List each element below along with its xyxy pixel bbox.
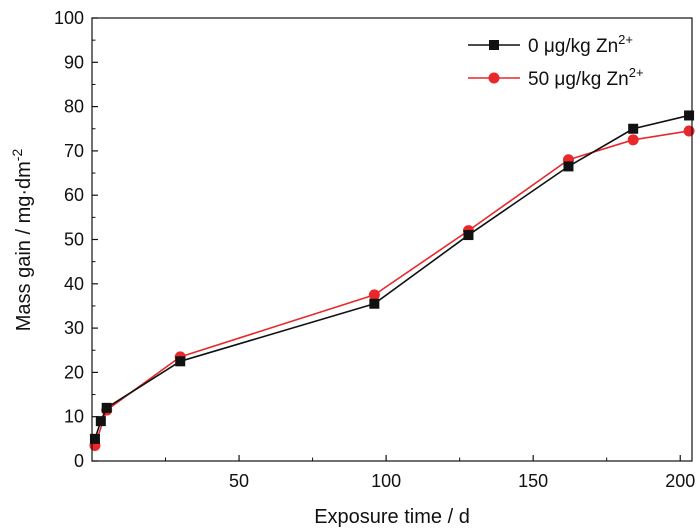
series-2: [89, 125, 695, 451]
y-tick-label: 80: [64, 97, 84, 117]
data-point: [463, 230, 474, 241]
data-point: [101, 402, 112, 413]
legend: 0 μg/kg Zn2+ 50 μg/kg Zn2+: [468, 32, 644, 90]
y-tick-label: 30: [64, 318, 84, 338]
x-axis-title: Exposure time / d: [314, 506, 470, 528]
y-tick-label: 0: [74, 451, 84, 471]
x-tick-label: 50: [229, 471, 249, 491]
y-tick-label: 90: [64, 52, 84, 72]
series-layer: [89, 110, 695, 451]
data-point: [627, 134, 639, 146]
y-tick-label: 10: [64, 407, 84, 427]
data-point: [175, 356, 186, 367]
plot-frame: [91, 17, 693, 462]
legend-entry-series-1: 0 μg/kg Zn2+: [468, 32, 633, 57]
data-point: [369, 298, 380, 309]
data-point: [563, 161, 574, 172]
y-tick-label: 50: [64, 230, 84, 250]
y-tick-label: 100: [54, 8, 84, 28]
x-tick-label: 100: [371, 471, 401, 491]
series-line-1: [94, 114, 690, 440]
y-tick-label: 20: [64, 362, 84, 382]
legend-label-series-2: 50 μg/kg Zn2+: [528, 65, 644, 90]
legend-marker-series-2: [488, 72, 500, 84]
x-tick-label: 200: [665, 471, 695, 491]
y-tick-label: 70: [64, 141, 84, 161]
legend-entry-series-2: 50 μg/kg Zn2+: [468, 65, 644, 90]
series-line-2: [94, 130, 690, 446]
data-point: [89, 433, 100, 444]
x-axis-ticks: 50 100 150 200: [165, 455, 695, 491]
x-tick-label: 150: [518, 471, 548, 491]
legend-marker-series-1: [489, 40, 499, 50]
y-axis-ticks: 0 10 20 30 40 50 60 70 80 90 100: [54, 8, 98, 471]
data-point: [683, 125, 695, 137]
legend-label-series-1: 0 μg/kg Zn2+: [528, 32, 633, 57]
series-1: [89, 110, 695, 444]
data-point: [628, 123, 639, 134]
y-tick-label: 40: [64, 274, 84, 294]
data-point: [95, 416, 106, 427]
data-point: [368, 289, 380, 301]
y-axis-title: Mass gain / mg·dm-2: [9, 149, 35, 332]
y-tick-label: 60: [64, 185, 84, 205]
data-point: [684, 110, 695, 121]
